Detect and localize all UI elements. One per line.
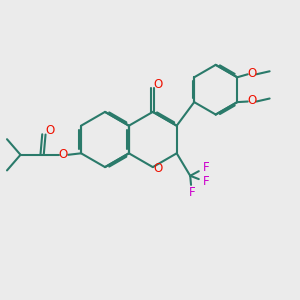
Text: O: O: [248, 67, 257, 80]
Text: F: F: [188, 186, 195, 199]
Text: F: F: [202, 175, 209, 188]
Text: F: F: [202, 161, 209, 174]
Text: O: O: [45, 124, 55, 137]
Text: O: O: [248, 94, 257, 107]
Text: O: O: [154, 162, 163, 175]
Text: O: O: [58, 148, 68, 161]
Text: O: O: [154, 78, 163, 91]
